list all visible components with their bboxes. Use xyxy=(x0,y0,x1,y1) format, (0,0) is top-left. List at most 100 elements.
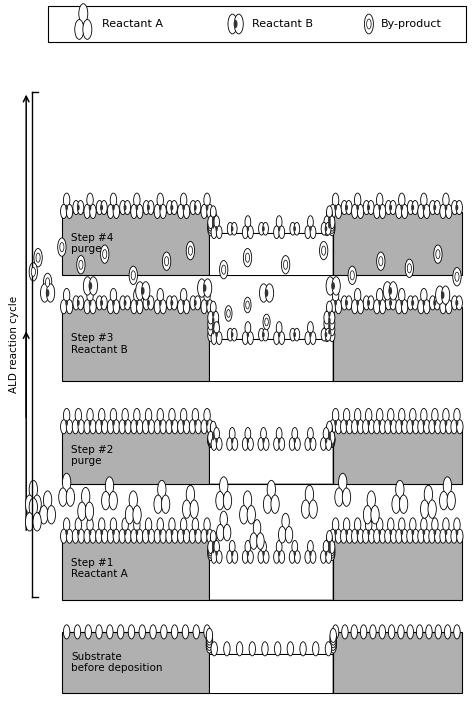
Ellipse shape xyxy=(424,205,430,219)
Ellipse shape xyxy=(279,551,285,563)
Ellipse shape xyxy=(330,634,337,648)
Ellipse shape xyxy=(440,299,446,313)
Ellipse shape xyxy=(165,257,169,266)
Ellipse shape xyxy=(379,257,383,266)
Ellipse shape xyxy=(210,307,216,320)
Ellipse shape xyxy=(412,201,418,215)
Ellipse shape xyxy=(390,296,396,310)
Ellipse shape xyxy=(213,223,219,236)
Ellipse shape xyxy=(178,299,184,313)
Ellipse shape xyxy=(154,530,160,544)
Ellipse shape xyxy=(58,238,66,256)
Ellipse shape xyxy=(133,505,141,524)
Ellipse shape xyxy=(329,218,335,231)
Ellipse shape xyxy=(367,420,370,426)
Bar xyxy=(209,445,333,484)
Ellipse shape xyxy=(182,420,185,426)
Ellipse shape xyxy=(122,408,129,422)
Ellipse shape xyxy=(214,428,219,441)
Ellipse shape xyxy=(183,299,190,313)
Ellipse shape xyxy=(208,311,214,324)
Ellipse shape xyxy=(40,505,48,524)
Ellipse shape xyxy=(454,408,460,422)
Ellipse shape xyxy=(332,193,339,208)
Ellipse shape xyxy=(171,201,178,215)
Ellipse shape xyxy=(347,530,353,544)
Ellipse shape xyxy=(385,419,391,433)
Ellipse shape xyxy=(201,419,208,433)
Ellipse shape xyxy=(329,543,335,556)
Ellipse shape xyxy=(335,299,342,313)
Ellipse shape xyxy=(77,420,79,426)
Ellipse shape xyxy=(429,296,436,310)
Ellipse shape xyxy=(341,296,347,310)
Ellipse shape xyxy=(162,252,171,270)
Ellipse shape xyxy=(367,19,371,29)
Ellipse shape xyxy=(261,541,267,554)
Ellipse shape xyxy=(329,433,335,446)
Ellipse shape xyxy=(328,311,331,317)
Ellipse shape xyxy=(208,546,214,558)
Ellipse shape xyxy=(160,299,166,313)
Ellipse shape xyxy=(328,433,331,438)
Ellipse shape xyxy=(231,226,233,232)
Ellipse shape xyxy=(400,420,403,426)
Ellipse shape xyxy=(275,642,281,656)
Ellipse shape xyxy=(335,205,342,219)
Ellipse shape xyxy=(259,284,268,302)
Ellipse shape xyxy=(388,287,392,294)
Ellipse shape xyxy=(29,263,38,281)
Ellipse shape xyxy=(85,625,91,639)
Ellipse shape xyxy=(113,419,119,433)
Ellipse shape xyxy=(346,201,352,215)
Ellipse shape xyxy=(78,530,84,544)
Ellipse shape xyxy=(334,205,337,210)
Ellipse shape xyxy=(29,498,38,516)
Ellipse shape xyxy=(329,431,335,444)
Ellipse shape xyxy=(213,218,219,231)
Ellipse shape xyxy=(110,193,117,208)
Ellipse shape xyxy=(434,205,436,210)
Ellipse shape xyxy=(119,419,126,433)
Ellipse shape xyxy=(279,332,285,345)
Ellipse shape xyxy=(206,420,208,426)
Ellipse shape xyxy=(435,419,441,433)
Ellipse shape xyxy=(77,205,79,210)
Ellipse shape xyxy=(124,296,130,310)
Ellipse shape xyxy=(210,421,216,434)
Ellipse shape xyxy=(426,625,432,639)
Ellipse shape xyxy=(248,332,253,345)
Ellipse shape xyxy=(456,420,458,426)
Ellipse shape xyxy=(89,205,91,210)
Ellipse shape xyxy=(213,323,219,336)
Ellipse shape xyxy=(385,530,391,544)
Ellipse shape xyxy=(210,538,216,551)
Ellipse shape xyxy=(72,530,79,544)
Ellipse shape xyxy=(327,206,332,219)
Ellipse shape xyxy=(112,300,115,306)
Ellipse shape xyxy=(276,322,282,335)
Ellipse shape xyxy=(263,438,269,450)
Ellipse shape xyxy=(329,216,335,229)
Ellipse shape xyxy=(441,286,450,304)
Ellipse shape xyxy=(212,431,215,437)
Ellipse shape xyxy=(327,535,332,548)
Ellipse shape xyxy=(407,530,413,544)
Ellipse shape xyxy=(263,328,268,341)
Bar xyxy=(62,212,209,275)
Ellipse shape xyxy=(446,419,452,433)
Ellipse shape xyxy=(345,205,348,210)
Ellipse shape xyxy=(154,419,160,433)
Ellipse shape xyxy=(154,495,162,513)
Ellipse shape xyxy=(452,296,458,310)
Ellipse shape xyxy=(206,634,213,648)
Ellipse shape xyxy=(113,299,119,313)
Ellipse shape xyxy=(228,14,237,34)
Ellipse shape xyxy=(206,300,208,306)
Ellipse shape xyxy=(390,419,397,433)
Ellipse shape xyxy=(274,226,279,239)
Ellipse shape xyxy=(210,535,216,548)
Ellipse shape xyxy=(103,250,107,259)
Ellipse shape xyxy=(154,299,160,313)
Ellipse shape xyxy=(357,530,364,544)
